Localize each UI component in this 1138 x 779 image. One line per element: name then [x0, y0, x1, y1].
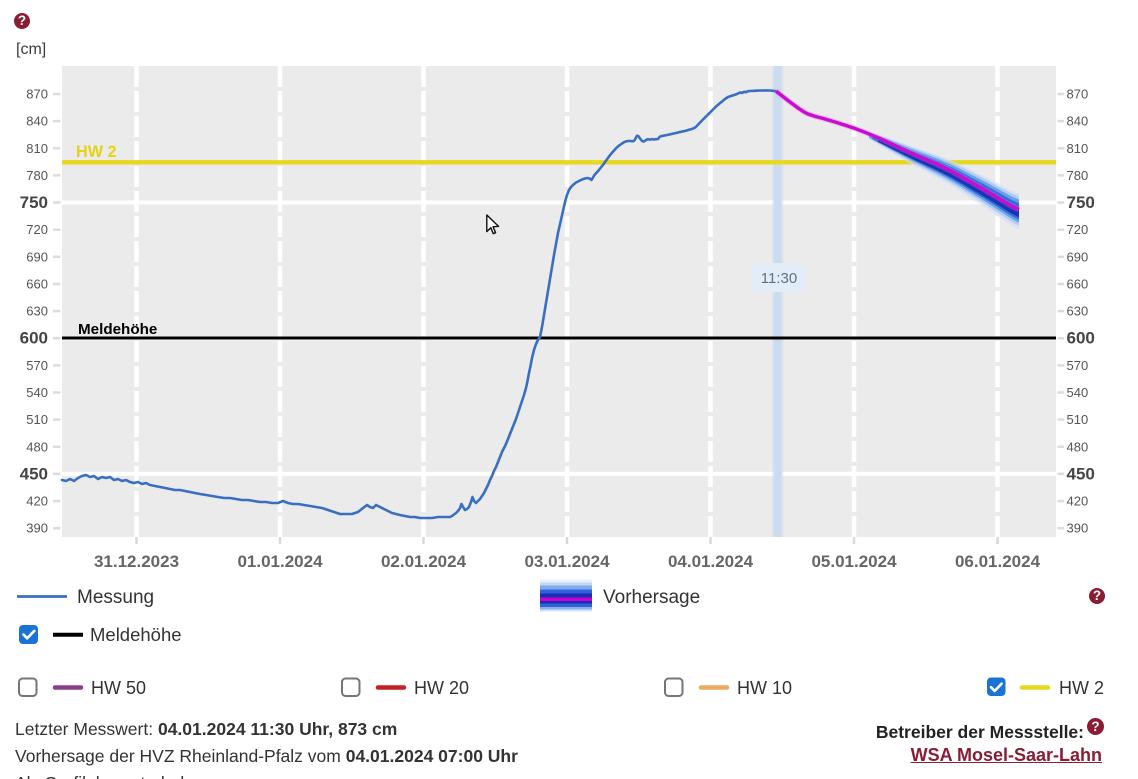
- svg-text:600: 600: [1067, 329, 1095, 348]
- svg-text:Meldehöhe: Meldehöhe: [90, 624, 182, 645]
- svg-text:840: 840: [26, 114, 48, 129]
- svg-text:480: 480: [1067, 439, 1089, 454]
- svg-text:810: 810: [26, 141, 48, 156]
- svg-text:750: 750: [1067, 193, 1095, 212]
- svg-text:HW 20: HW 20: [414, 678, 469, 698]
- svg-text:HW 2: HW 2: [1059, 678, 1104, 698]
- svg-text:570: 570: [1067, 358, 1089, 373]
- svg-text:390: 390: [1067, 521, 1089, 536]
- svg-text:600: 600: [20, 329, 48, 348]
- svg-text:720: 720: [1067, 222, 1089, 237]
- svg-text:450: 450: [1067, 464, 1095, 483]
- svg-text:480: 480: [26, 439, 48, 454]
- svg-text:05.01.2024: 05.01.2024: [811, 552, 897, 571]
- svg-text:810: 810: [1067, 141, 1089, 156]
- svg-text:04.01.2024: 04.01.2024: [668, 552, 754, 571]
- svg-text:840: 840: [1067, 114, 1089, 129]
- svg-text:540: 540: [26, 385, 48, 400]
- svg-text:720: 720: [26, 222, 48, 237]
- svg-text:01.01.2024: 01.01.2024: [237, 552, 323, 571]
- svg-text:750: 750: [20, 193, 48, 212]
- svg-text:630: 630: [26, 304, 48, 319]
- svg-text:780: 780: [1067, 168, 1089, 183]
- svg-text:HW 10: HW 10: [737, 678, 792, 698]
- svg-text:660: 660: [1067, 277, 1089, 292]
- svg-text:510: 510: [26, 412, 48, 427]
- svg-text:31.12.2023: 31.12.2023: [94, 552, 179, 571]
- svg-text:420: 420: [26, 494, 48, 509]
- svg-text:510: 510: [1067, 412, 1089, 427]
- svg-text:450: 450: [20, 464, 48, 483]
- svg-text:Meldehöhe: Meldehöhe: [78, 321, 157, 338]
- svg-text:570: 570: [26, 358, 48, 373]
- svg-text:690: 690: [1067, 249, 1089, 264]
- svg-text:Vorhersage: Vorhersage: [603, 587, 700, 608]
- svg-text:870: 870: [26, 87, 48, 102]
- svg-text:780: 780: [26, 168, 48, 183]
- svg-text:390: 390: [26, 521, 48, 536]
- svg-text:870: 870: [1067, 87, 1089, 102]
- svg-text:HW 50: HW 50: [91, 678, 146, 698]
- svg-text:660: 660: [26, 277, 48, 292]
- svg-text:06.01.2024: 06.01.2024: [955, 552, 1041, 571]
- svg-text:630: 630: [1067, 304, 1089, 319]
- svg-text:02.01.2024: 02.01.2024: [381, 552, 467, 571]
- svg-text:540: 540: [1067, 385, 1089, 400]
- svg-text:690: 690: [26, 249, 48, 264]
- svg-text:03.01.2024: 03.01.2024: [524, 552, 610, 571]
- svg-text:11:30: 11:30: [761, 270, 797, 287]
- svg-text:HW 2: HW 2: [76, 143, 116, 161]
- svg-text:420: 420: [1067, 494, 1089, 509]
- svg-text:Messung: Messung: [77, 587, 154, 608]
